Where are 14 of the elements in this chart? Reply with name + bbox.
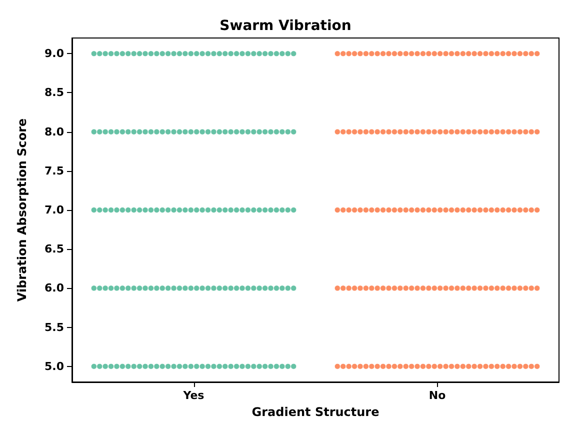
y-tick-label: 5.0 <box>44 360 64 373</box>
y-tick-label: 6.0 <box>44 282 64 295</box>
x-axis-title: Gradient Structure <box>252 404 380 419</box>
y-tick-label: 9.0 <box>44 47 64 60</box>
y-tick-label: 6.5 <box>44 242 64 256</box>
chart-title: Swarm Vibration <box>220 18 352 34</box>
y-tick-label: 7.0 <box>44 204 64 216</box>
x-tick-label: Yes <box>182 389 205 402</box>
y-tick-label: 8.5 <box>44 86 64 100</box>
y-axis-title: Vibration Absorption Score <box>15 118 29 302</box>
y-tick-label: 5.5 <box>44 320 64 334</box>
y-tick-label: 7.5 <box>44 164 64 178</box>
y-tick-label: 8.0 <box>44 125 64 138</box>
x-tick-label: No <box>428 389 446 402</box>
